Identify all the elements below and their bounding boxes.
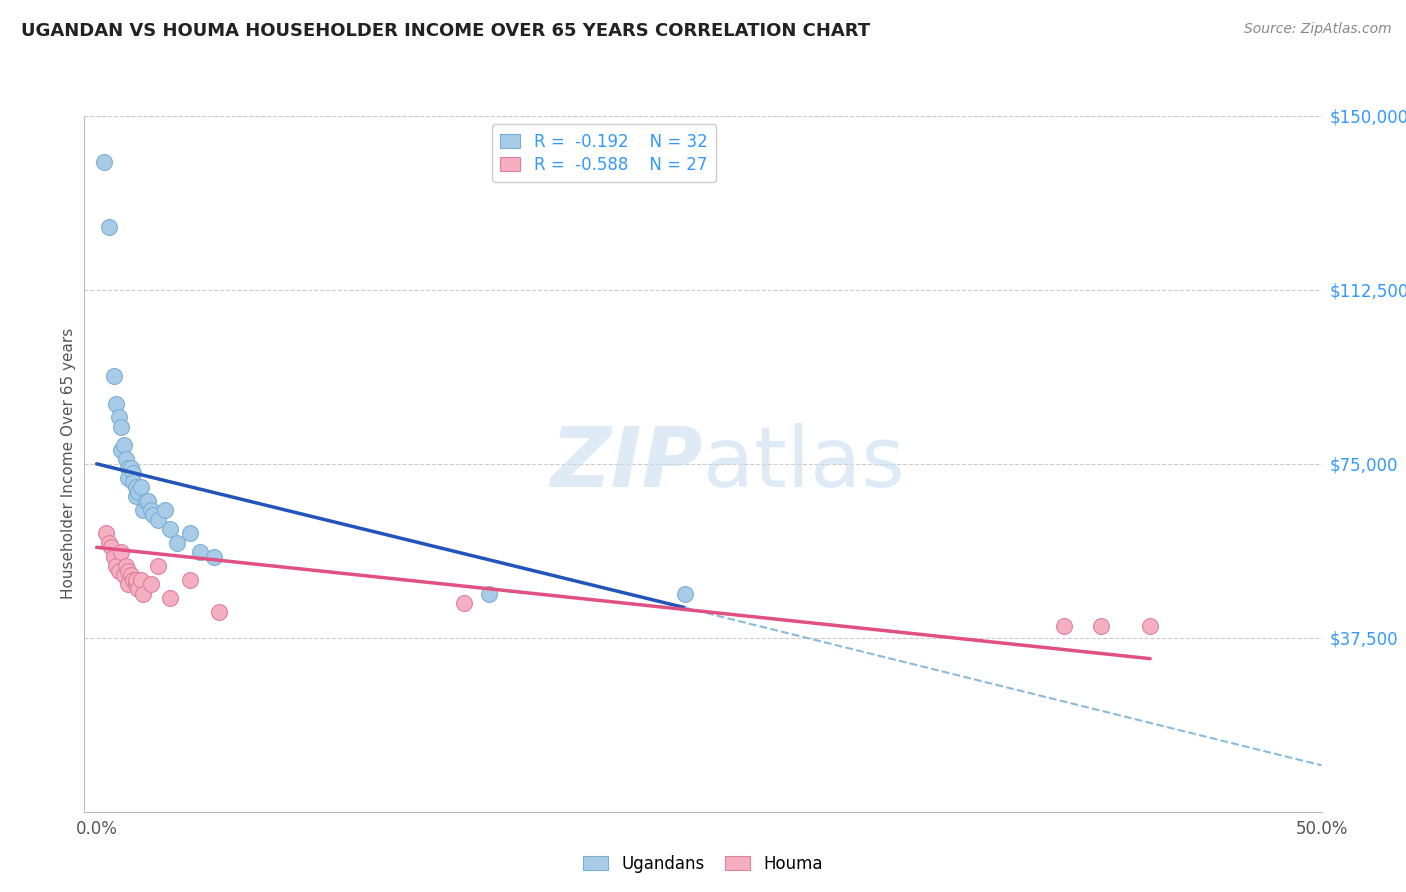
Point	[478, 587, 501, 601]
Point	[136, 494, 159, 508]
Text: ZIP: ZIP	[550, 424, 703, 504]
Point	[122, 466, 145, 480]
Point	[120, 461, 142, 475]
Point	[117, 577, 139, 591]
Point	[110, 419, 132, 434]
Point	[115, 452, 138, 467]
Point	[1053, 619, 1076, 633]
Point	[159, 522, 181, 536]
Point	[166, 535, 188, 549]
Point	[110, 442, 132, 457]
Point	[208, 605, 231, 619]
Point	[673, 587, 696, 601]
Point	[159, 591, 181, 606]
Point	[122, 573, 145, 587]
Point	[105, 396, 128, 410]
Point	[117, 461, 139, 475]
Point	[125, 480, 148, 494]
Point	[1139, 619, 1161, 633]
Point	[139, 503, 162, 517]
Point	[202, 549, 225, 564]
Point	[97, 535, 120, 549]
Point	[125, 489, 148, 503]
Point	[129, 480, 152, 494]
Point	[453, 596, 475, 610]
Point	[93, 155, 115, 169]
Point	[105, 558, 128, 573]
Point	[125, 577, 148, 591]
Point	[120, 568, 142, 582]
Point	[103, 549, 125, 564]
Point	[103, 368, 125, 383]
Point	[132, 503, 155, 517]
Point	[117, 471, 139, 485]
Point	[142, 508, 165, 522]
Point	[155, 503, 177, 517]
Point	[112, 438, 135, 452]
Point	[179, 573, 201, 587]
Point	[107, 564, 129, 578]
Text: atlas: atlas	[703, 424, 904, 504]
Point	[146, 558, 169, 573]
Point	[107, 410, 129, 425]
Point	[100, 541, 122, 555]
Point	[129, 573, 152, 587]
Point	[125, 573, 148, 587]
Point	[179, 526, 201, 541]
Point	[132, 587, 155, 601]
Legend: Ugandans, Houma: Ugandans, Houma	[576, 848, 830, 880]
Point	[115, 558, 138, 573]
Text: Source: ZipAtlas.com: Source: ZipAtlas.com	[1244, 22, 1392, 37]
Point	[96, 526, 118, 541]
Text: UGANDAN VS HOUMA HOUSEHOLDER INCOME OVER 65 YEARS CORRELATION CHART: UGANDAN VS HOUMA HOUSEHOLDER INCOME OVER…	[21, 22, 870, 40]
Point	[188, 545, 211, 559]
Point	[139, 577, 162, 591]
Point	[127, 484, 149, 499]
Point	[1090, 619, 1112, 633]
Point	[110, 545, 132, 559]
Y-axis label: Householder Income Over 65 years: Householder Income Over 65 years	[60, 328, 76, 599]
Legend: R =  -0.192    N = 32, R =  -0.588    N = 27: R = -0.192 N = 32, R = -0.588 N = 27	[492, 124, 716, 182]
Point	[112, 568, 135, 582]
Point	[127, 582, 149, 596]
Point	[135, 494, 157, 508]
Point	[97, 220, 120, 235]
Point	[117, 564, 139, 578]
Point	[122, 475, 145, 490]
Point	[146, 512, 169, 526]
